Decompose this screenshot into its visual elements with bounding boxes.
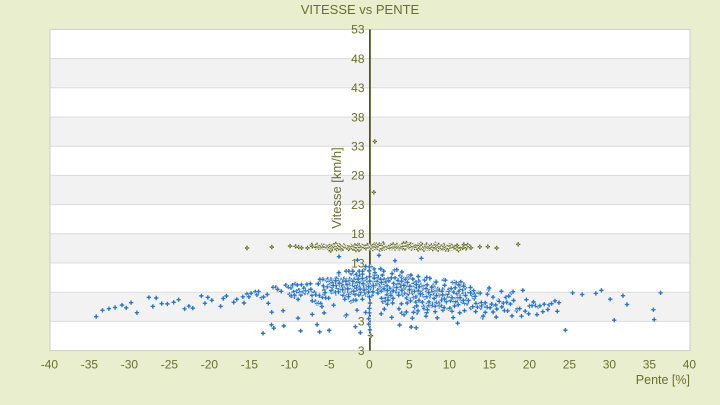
svg-text:-5: -5 — [324, 358, 335, 372]
svg-text:-10: -10 — [281, 358, 299, 372]
svg-text:35: 35 — [643, 358, 657, 372]
svg-text:18: 18 — [351, 227, 365, 241]
svg-text:5: 5 — [406, 358, 413, 372]
svg-text:VITESSE vs PENTE: VITESSE vs PENTE — [301, 2, 420, 17]
svg-text:43: 43 — [351, 81, 365, 95]
svg-text:53: 53 — [351, 23, 365, 37]
svg-text:-40: -40 — [41, 358, 59, 372]
svg-text:-15: -15 — [241, 358, 259, 372]
svg-text:40: 40 — [683, 358, 697, 372]
svg-text:-35: -35 — [81, 358, 99, 372]
svg-text:-30: -30 — [121, 358, 139, 372]
svg-text:-25: -25 — [161, 358, 179, 372]
svg-text:15: 15 — [483, 358, 497, 372]
svg-text:25: 25 — [563, 358, 577, 372]
svg-text:3: 3 — [358, 344, 365, 358]
svg-text:3: 3 — [358, 315, 365, 329]
svg-text:10: 10 — [443, 358, 457, 372]
svg-text:Pente [%]: Pente [%] — [636, 373, 690, 387]
svg-text:30: 30 — [603, 358, 617, 372]
svg-text:28: 28 — [351, 169, 365, 183]
svg-text:13: 13 — [351, 256, 365, 270]
svg-text:Vitesse [km/h]: Vitesse [km/h] — [329, 147, 344, 228]
svg-text:-20: -20 — [201, 358, 219, 372]
svg-text:38: 38 — [351, 110, 365, 124]
svg-text:23: 23 — [351, 198, 365, 212]
svg-text:0: 0 — [366, 358, 373, 372]
svg-text:33: 33 — [351, 140, 365, 154]
svg-text:48: 48 — [351, 52, 365, 66]
svg-text:20: 20 — [523, 358, 537, 372]
